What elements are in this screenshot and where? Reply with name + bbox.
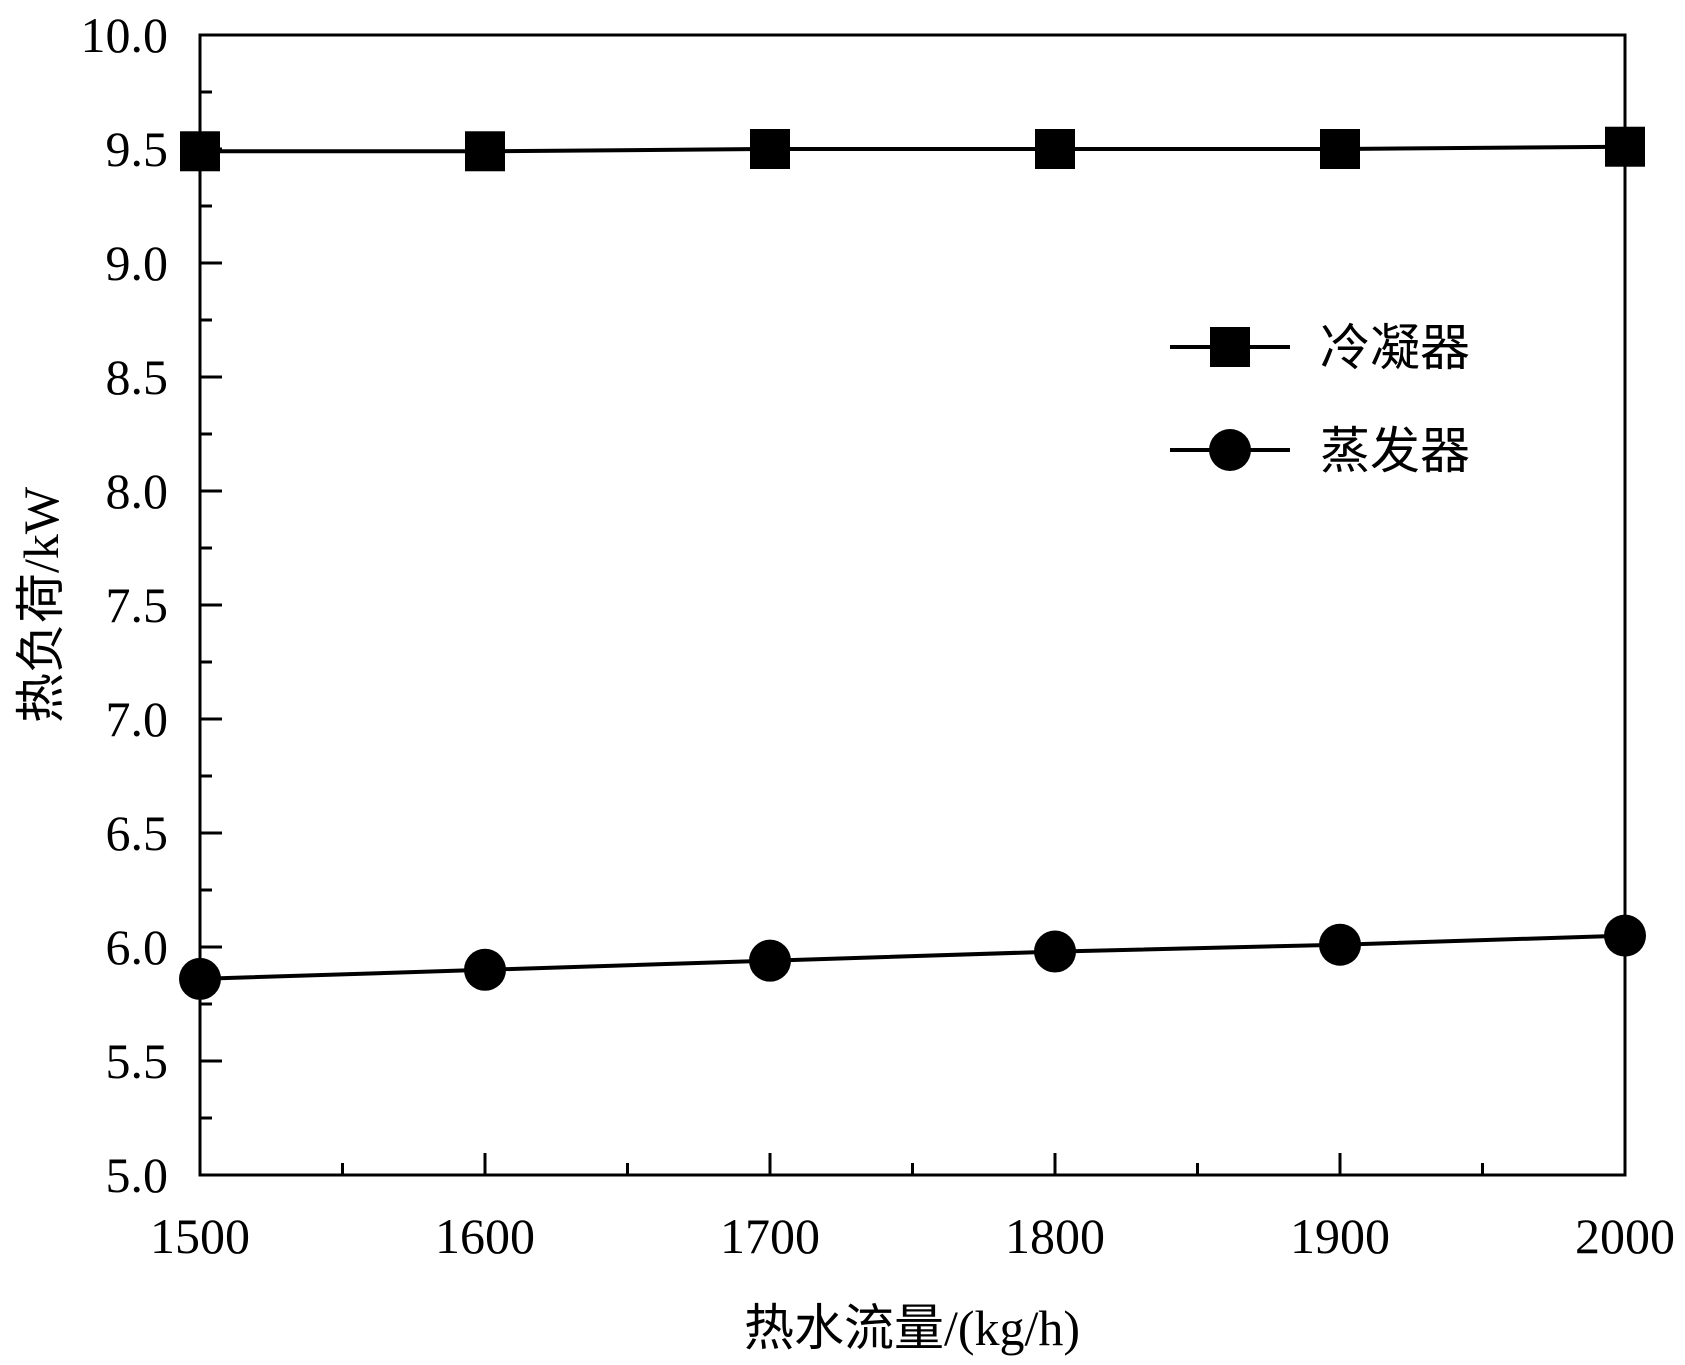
legend-marker-square	[1210, 327, 1250, 367]
y-tick-label: 6.0	[106, 919, 169, 975]
x-tick-label: 1900	[1290, 1208, 1390, 1264]
evaporator-point	[1604, 914, 1646, 957]
condenser-point	[1035, 129, 1075, 169]
legend: 冷凝器 蒸发器	[1170, 320, 1470, 479]
legend-marker-circle	[1209, 429, 1251, 471]
condenser-point	[1320, 129, 1360, 169]
y-axis-title: 热负荷/kW	[13, 486, 69, 723]
evaporator-point	[464, 948, 506, 991]
series-line-condenser	[200, 144, 1626, 154]
x-tick-label: 2000	[1575, 1208, 1675, 1264]
condenser-point	[750, 129, 790, 169]
evaporator-point	[1319, 923, 1361, 966]
y-tick-label: 5.0	[106, 1147, 169, 1203]
x-axis-title: 热水流量/(kg/h)	[744, 1300, 1080, 1356]
evaporator-point	[1034, 930, 1076, 973]
legend-label-evaporator: 蒸发器	[1320, 423, 1470, 479]
tick-labels: 1500 1600 1700 1800 1900 2000 5.0 5.5 6.0 6.5 7.0 7…	[81, 7, 1676, 1264]
x-tick-label: 1700	[720, 1208, 820, 1264]
legend-item-evaporator: 蒸发器	[1170, 423, 1470, 479]
y-tick-label: 10.0	[81, 7, 169, 63]
y-tick-label: 6.5	[106, 805, 169, 861]
axis-ticks	[198, 33, 1627, 1177]
evaporator-point	[749, 939, 791, 982]
condenser-point	[180, 131, 220, 172]
series-line-evaporator	[199, 933, 1626, 981]
condenser-point	[465, 131, 505, 172]
y-tick-label: 9.0	[106, 235, 169, 291]
x-tick-label: 1800	[1005, 1208, 1105, 1264]
y-tick-label: 8.5	[106, 349, 169, 405]
y-tick-label: 5.5	[106, 1033, 169, 1089]
legend-item-condenser: 冷凝器	[1170, 320, 1470, 376]
x-tick-label: 1600	[435, 1208, 535, 1264]
plot-frame	[198, 33, 1627, 1177]
x-tick-label: 1500	[150, 1208, 250, 1264]
series-layer	[179, 126, 1646, 1000]
y-tick-label: 9.5	[106, 121, 169, 177]
y-tick-label: 7.5	[106, 577, 169, 633]
condenser-point	[1605, 126, 1645, 167]
evaporator-point	[179, 957, 221, 1000]
legend-label-condenser: 冷凝器	[1320, 320, 1470, 376]
y-tick-label: 7.0	[106, 691, 169, 747]
y-tick-label: 8.0	[106, 463, 169, 519]
